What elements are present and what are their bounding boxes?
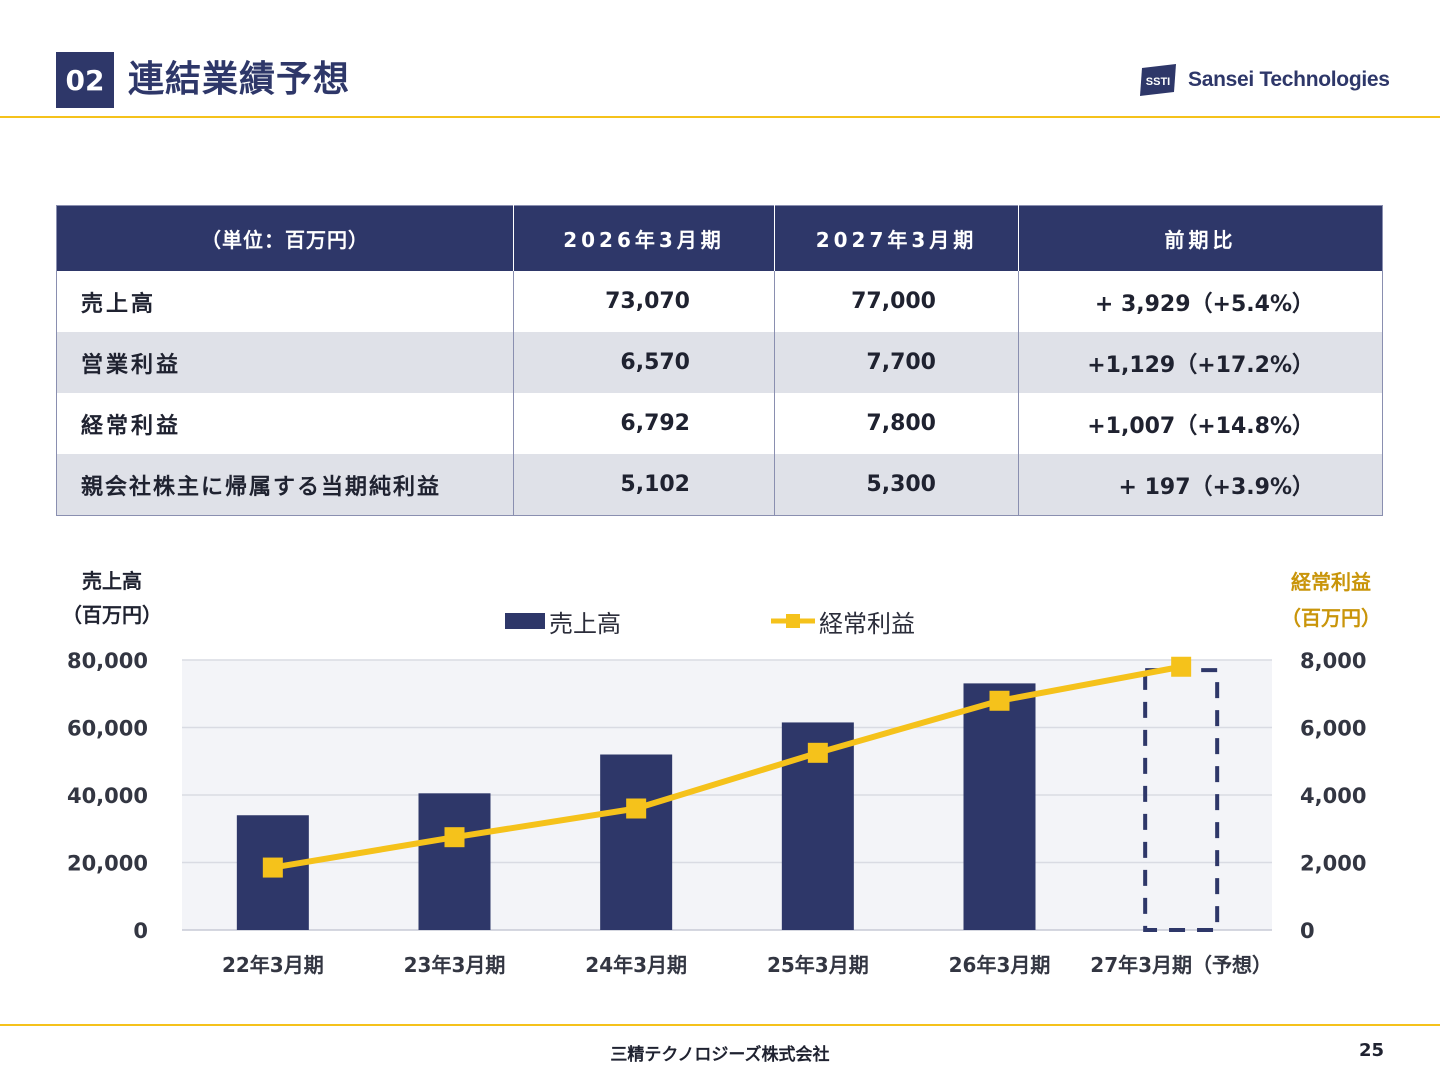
column-header-fy2026: 2026年3月期 xyxy=(513,205,775,271)
y-left-tick-label: 20,000 xyxy=(67,852,148,876)
x-tick-label: 22年3月期 xyxy=(222,953,324,977)
x-tick-label: 25年3月期 xyxy=(767,953,869,977)
x-tick-label: 24年3月期 xyxy=(585,953,687,977)
y-right-title-line2: （百万円） xyxy=(1281,606,1381,630)
y-left-title-line1: 売上高 xyxy=(82,569,142,593)
row-label: 親会社株主に帰属する当期純利益 xyxy=(56,454,514,516)
legend-line-swatch xyxy=(771,614,815,628)
y-left-tick-label: 0 xyxy=(133,919,148,943)
header-divider xyxy=(0,116,1440,118)
bar-sales xyxy=(963,683,1036,930)
y-right-tick-label: 6,000 xyxy=(1300,717,1366,741)
table-row: 経常利益 6,792 7,800 +1,007（+14.8%） xyxy=(56,393,1383,454)
table-row: 売上高 73,070 77,000 + 3,929（+5.4%） xyxy=(56,271,1383,332)
page-number: 25 xyxy=(1358,1040,1384,1061)
company-logo: SSTI Sansei Technologies xyxy=(1138,62,1390,98)
y-left-tick-label: 60,000 xyxy=(67,717,148,741)
cell-fy2026: 6,570 xyxy=(513,332,775,393)
legend-label-ordinary-profit: 経常利益 xyxy=(819,609,915,638)
page-title: 連結業績予想 xyxy=(128,59,351,100)
y-left-tick-label: 40,000 xyxy=(67,784,148,808)
logo-text: Sansei Technologies xyxy=(1188,68,1390,91)
y-left-title-line2: （百万円） xyxy=(62,603,162,627)
table-header-row: （単位：百万円） 2026年3月期 2027年3月期 前期比 xyxy=(56,205,1383,271)
logo-mark-icon: SSTI xyxy=(1140,64,1176,96)
y-right-tick-label: 2,000 xyxy=(1300,852,1366,876)
cell-change: + 197（+3.9%） xyxy=(1018,454,1383,516)
chart-legend: 売上高 経常利益 xyxy=(505,604,915,638)
y-left-axis-title: 売上高 （百万円） xyxy=(60,564,164,632)
y-right-tick-label: 4,000 xyxy=(1300,784,1366,808)
point-ordinary-profit xyxy=(262,857,283,878)
table-row: 営業利益 6,570 7,700 +1,129（+17.2%） xyxy=(56,332,1383,393)
legend-label-sales: 売上高 xyxy=(549,609,621,638)
cell-fy2027: 77,000 xyxy=(774,271,1019,332)
cell-change: +1,129（+17.2%） xyxy=(1018,332,1383,393)
point-ordinary-profit xyxy=(444,827,465,848)
table-row: 親会社株主に帰属する当期純利益 5,102 5,300 + 197（+3.9%） xyxy=(56,454,1383,516)
forecast-table: （単位：百万円） 2026年3月期 2027年3月期 前期比 売上高 73,07… xyxy=(56,205,1383,516)
point-ordinary-profit xyxy=(1171,656,1192,677)
legend-bar-swatch xyxy=(505,613,545,629)
x-tick-label: 26年3月期 xyxy=(949,953,1051,977)
cell-fy2027: 5,300 xyxy=(774,454,1019,516)
cell-fy2026: 5,102 xyxy=(513,454,775,516)
legend-item-ordinary-profit: 経常利益 xyxy=(771,604,915,639)
y-right-axis-title: 経常利益 （百万円） xyxy=(1276,564,1386,636)
x-tick-label: 27年3月期（予想） xyxy=(1090,953,1272,977)
column-header-unit: （単位：百万円） xyxy=(56,205,514,271)
x-tick-label: 23年3月期 xyxy=(404,953,506,977)
y-left-tick-label: 80,000 xyxy=(67,649,148,673)
cell-fy2026: 73,070 xyxy=(513,271,775,332)
bar-sales xyxy=(600,754,673,930)
page-header: 02 連結業績予想 SSTI Sansei Technologies xyxy=(0,0,1440,118)
point-ordinary-profit xyxy=(626,798,647,819)
column-header-change: 前期比 xyxy=(1018,205,1383,271)
footer-company-name: 三精テクノロジーズ株式会社 xyxy=(610,1045,830,1065)
y-right-title-line1: 経常利益 xyxy=(1291,570,1371,594)
footer-divider xyxy=(0,1024,1440,1026)
point-ordinary-profit xyxy=(989,690,1010,711)
legend-item-sales: 売上高 xyxy=(505,604,621,639)
cell-change: +1,007（+14.8%） xyxy=(1087,413,1314,439)
section-number: 02 xyxy=(56,52,114,108)
cell-fy2027: 7,700 xyxy=(774,332,1019,393)
y-right-tick-label: 8,000 xyxy=(1300,649,1366,673)
point-ordinary-profit xyxy=(807,742,828,763)
line-ordinary-profit xyxy=(272,663,1182,871)
sales-profit-chart: 0 20,000 40,000 60,000 80,000 0 2,000 4,000 6,00… xyxy=(67,649,1366,977)
cell-change: + 3,929（+5.4%） xyxy=(1094,291,1314,317)
column-header-fy2027: 2027年3月期 xyxy=(774,205,1019,271)
cell-fy2027: 7,800 xyxy=(774,393,1019,454)
cell-fy2026: 6,792 xyxy=(513,393,775,454)
row-label: 経常利益 xyxy=(56,393,514,454)
logo-mark-text: SSTI xyxy=(1146,76,1170,88)
row-label: 売上高 xyxy=(56,271,514,332)
bar-sales xyxy=(418,793,491,930)
y-right-tick-label: 0 xyxy=(1300,919,1315,943)
row-label: 営業利益 xyxy=(56,332,514,393)
